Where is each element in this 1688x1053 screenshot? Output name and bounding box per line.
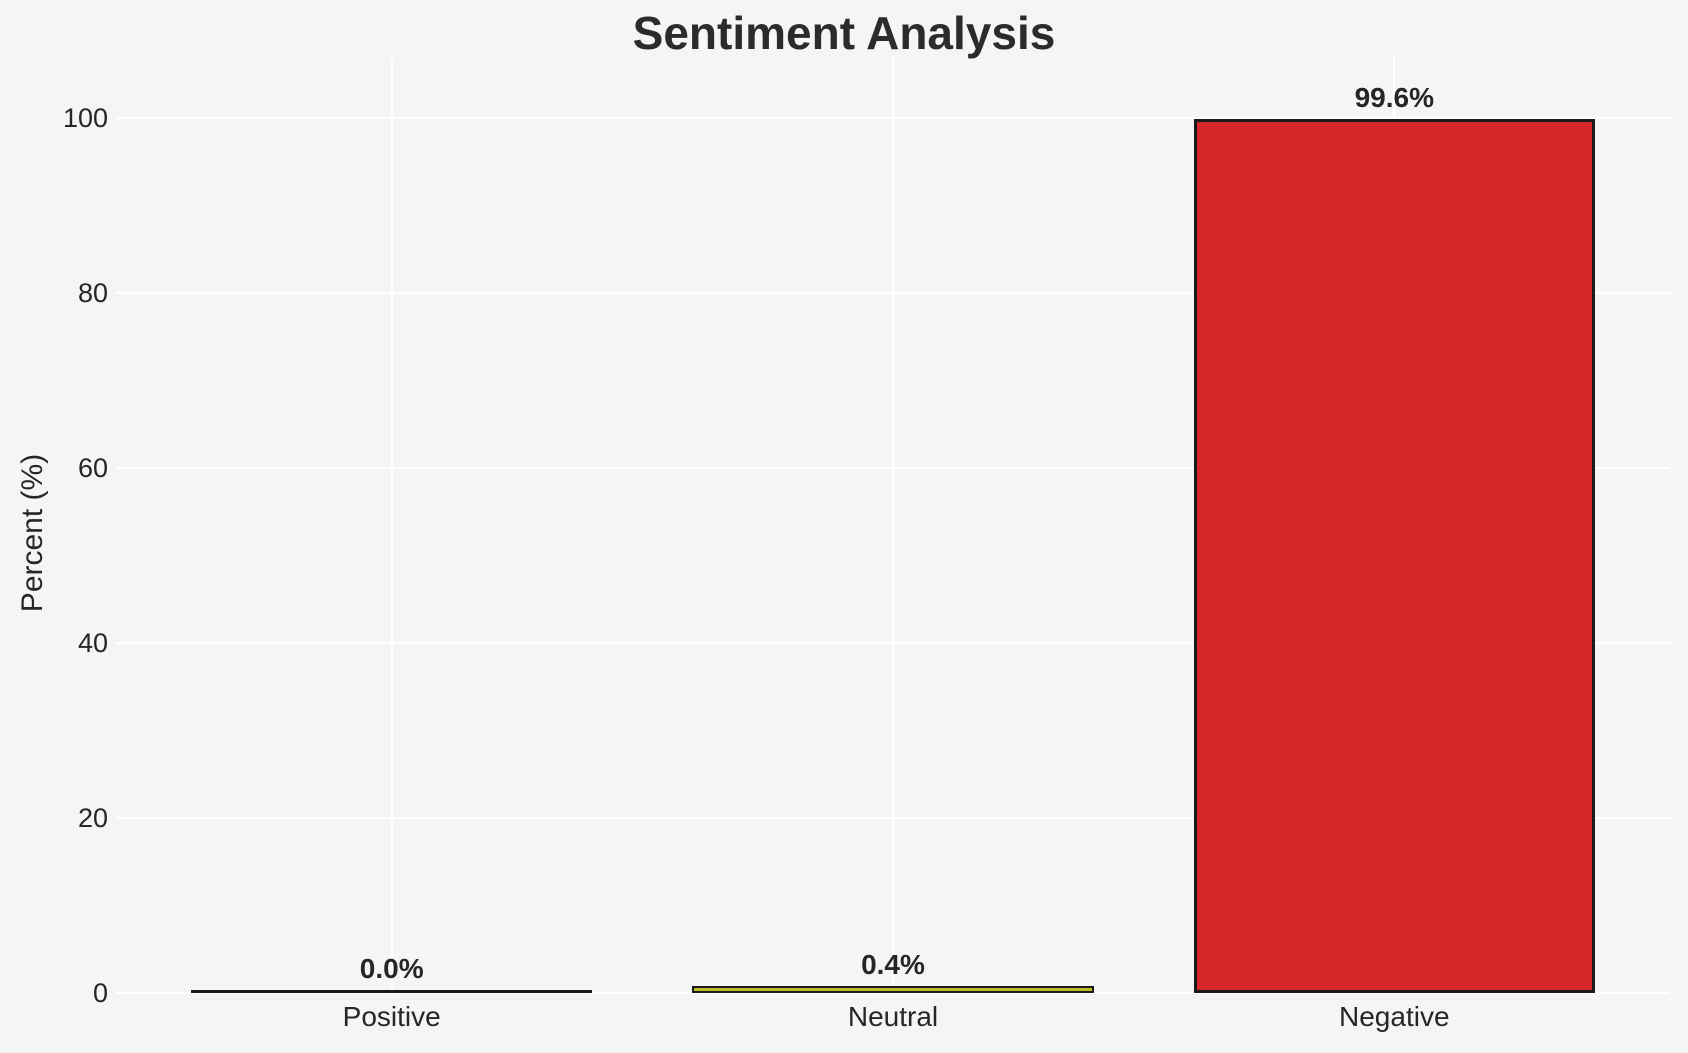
bar-neutral — [692, 985, 1094, 993]
bar-value-label: 99.6% — [1354, 81, 1434, 113]
bar-value-label: 0.0% — [359, 953, 424, 984]
y-tick-label: 100 — [62, 103, 108, 133]
bar-value-label: 0.4% — [861, 948, 925, 980]
x-gridline — [892, 58, 894, 993]
x-tick-label-neutral: Neutral — [847, 1001, 939, 1032]
y-tick-label: 80 — [77, 278, 108, 308]
x-tick-label-negative: Negative — [1339, 1001, 1450, 1032]
x-gridline — [390, 58, 393, 993]
bar-negative — [1193, 118, 1595, 993]
y-tick-label: 0 — [92, 978, 108, 1008]
y-tick-label: 40 — [77, 628, 108, 658]
bar-positive — [191, 990, 593, 993]
y-gridline — [116, 992, 1670, 994]
y-tick-label: 20 — [77, 803, 108, 833]
chart-title: Sentiment Analysis — [632, 7, 1056, 59]
y-tick-label: 60 — [77, 453, 108, 483]
x-tick-label-positive: Positive — [342, 1001, 441, 1032]
